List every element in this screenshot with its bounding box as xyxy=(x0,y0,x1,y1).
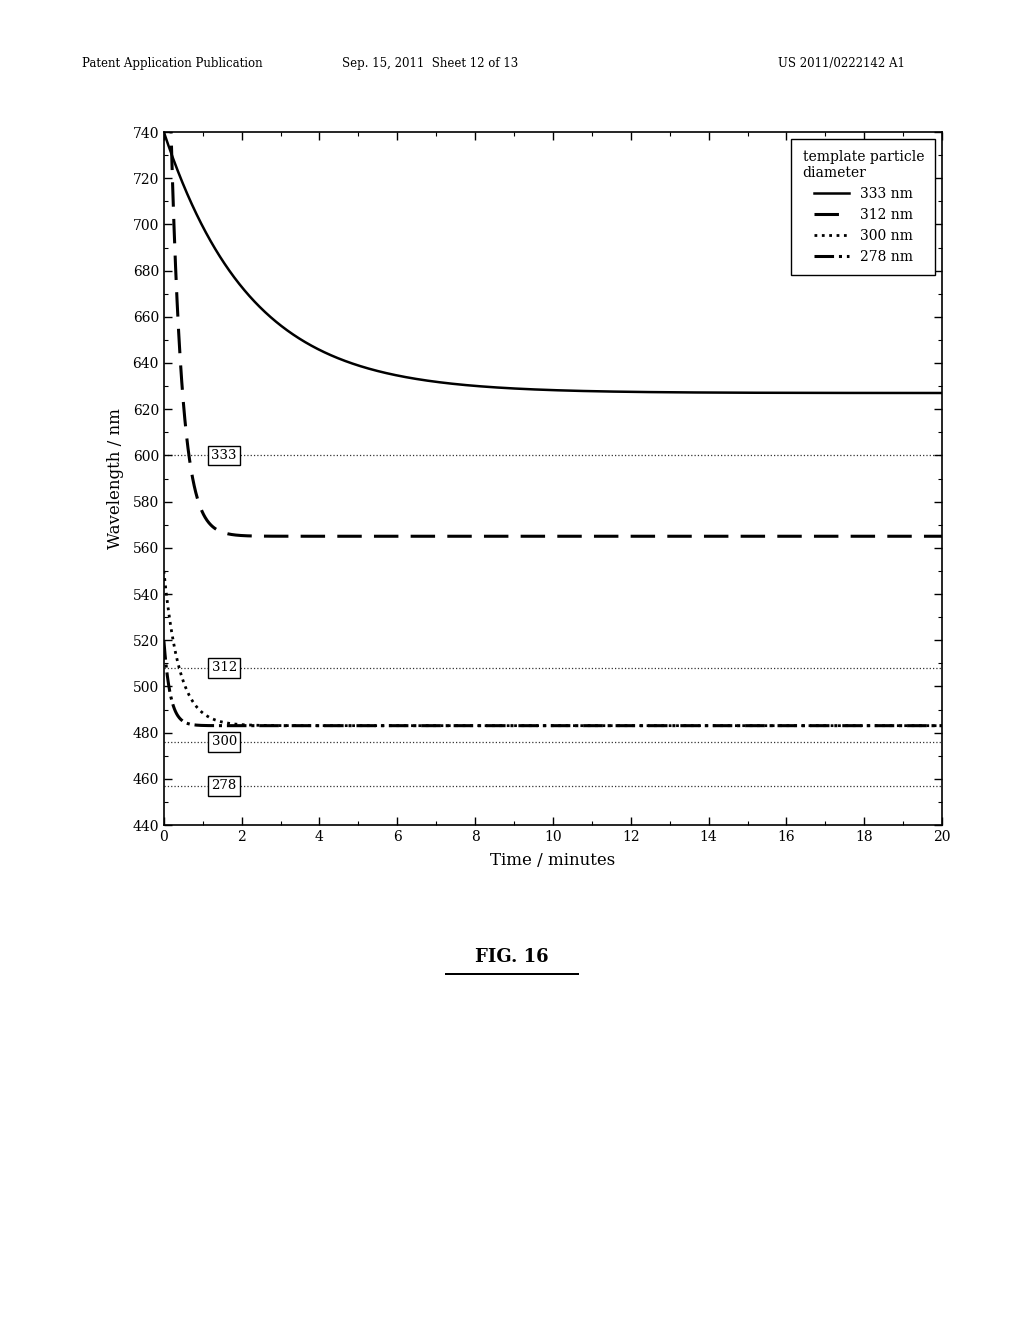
Text: Sep. 15, 2011  Sheet 12 of 13: Sep. 15, 2011 Sheet 12 of 13 xyxy=(342,57,518,70)
Text: US 2011/0222142 A1: US 2011/0222142 A1 xyxy=(778,57,905,70)
X-axis label: Time / minutes: Time / minutes xyxy=(490,853,615,869)
Text: 278: 278 xyxy=(212,779,237,792)
Text: 312: 312 xyxy=(212,661,237,675)
Text: 300: 300 xyxy=(212,735,237,748)
Text: FIG. 16: FIG. 16 xyxy=(475,948,549,966)
Text: Patent Application Publication: Patent Application Publication xyxy=(82,57,262,70)
Y-axis label: Wavelength / nm: Wavelength / nm xyxy=(108,408,124,549)
Legend: 333 nm, 312 nm, 300 nm, 278 nm: 333 nm, 312 nm, 300 nm, 278 nm xyxy=(792,139,935,275)
Text: 333: 333 xyxy=(211,449,237,462)
